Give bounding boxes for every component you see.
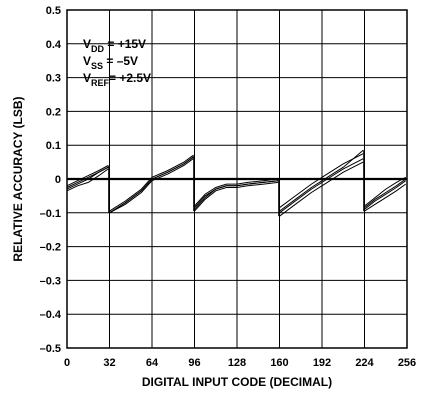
condition-annotation-1: VDD = +15V [83, 37, 146, 54]
series-4-segment-4 [279, 149, 364, 212]
y-tick-label: 0.3 [46, 73, 61, 85]
series-3-segment-2 [109, 158, 194, 214]
series-4-segment-1 [66, 166, 109, 188]
series-2-segment-3 [194, 178, 279, 207]
x-tick-label: 32 [103, 357, 115, 369]
y-tick-label: 0.4 [46, 39, 62, 51]
y-tick-label: –0.4 [40, 309, 62, 321]
condition-annotation-3: VREF= +2.5V [83, 71, 151, 88]
y-tick-label: 0 [55, 174, 61, 186]
series-3-segment-1 [66, 168, 109, 192]
x-tick-label: 256 [398, 357, 416, 369]
y-tick-label: 0.5 [46, 5, 61, 17]
series-3-segment-3 [194, 181, 279, 212]
x-tick-label: 192 [313, 357, 331, 369]
x-axis-title: DIGITAL INPUT CODE (DECIMAL) [142, 375, 332, 389]
series-4-segment-3 [194, 180, 279, 209]
y-tick-labels: 0.5 0.4 0.3 0.2 0.1 0 –0.1 –0.2 –0.3 –0.4 –0.5 [40, 5, 62, 355]
y-tick-label: –0.5 [40, 343, 61, 355]
x-tick-label: 64 [146, 357, 159, 369]
y-tick-label: 0.2 [46, 106, 61, 118]
x-tick-label: 160 [270, 357, 288, 369]
x-tick-labels: 0 32 64 96 128 160 192 224 256 [64, 357, 416, 369]
series-3-segment-4 [279, 161, 364, 217]
series-group [66, 149, 406, 217]
x-tick-label: 128 [228, 357, 246, 369]
y-tick-label: 0.1 [46, 140, 61, 152]
series-1-segment-5 [364, 180, 406, 210]
x-tick-label: 96 [188, 357, 200, 369]
grid-lines [66, 9, 408, 349]
series-4-segment-5 [364, 178, 406, 209]
series-3-segment-5 [364, 183, 406, 212]
x-tick-label: 0 [64, 357, 70, 369]
series-1-segment-4 [279, 158, 364, 214]
y-tick-label: –0.3 [40, 275, 61, 287]
y-axis-title: RELATIVE ACCURACY (LSB) [11, 96, 25, 261]
y-tick-label: –0.1 [40, 208, 61, 220]
series-2-segment-4 [279, 153, 364, 209]
plot-frame [66, 9, 408, 349]
y-tick-label: –0.2 [40, 242, 61, 254]
series-4-segment-2 [109, 156, 194, 214]
series-2-segment-2 [109, 154, 194, 212]
condition-annotation-2: VSS = –5V [83, 54, 138, 71]
series-2-segment-5 [364, 176, 406, 207]
x-tick-label: 224 [355, 357, 374, 369]
series-2-segment-1 [66, 165, 109, 187]
